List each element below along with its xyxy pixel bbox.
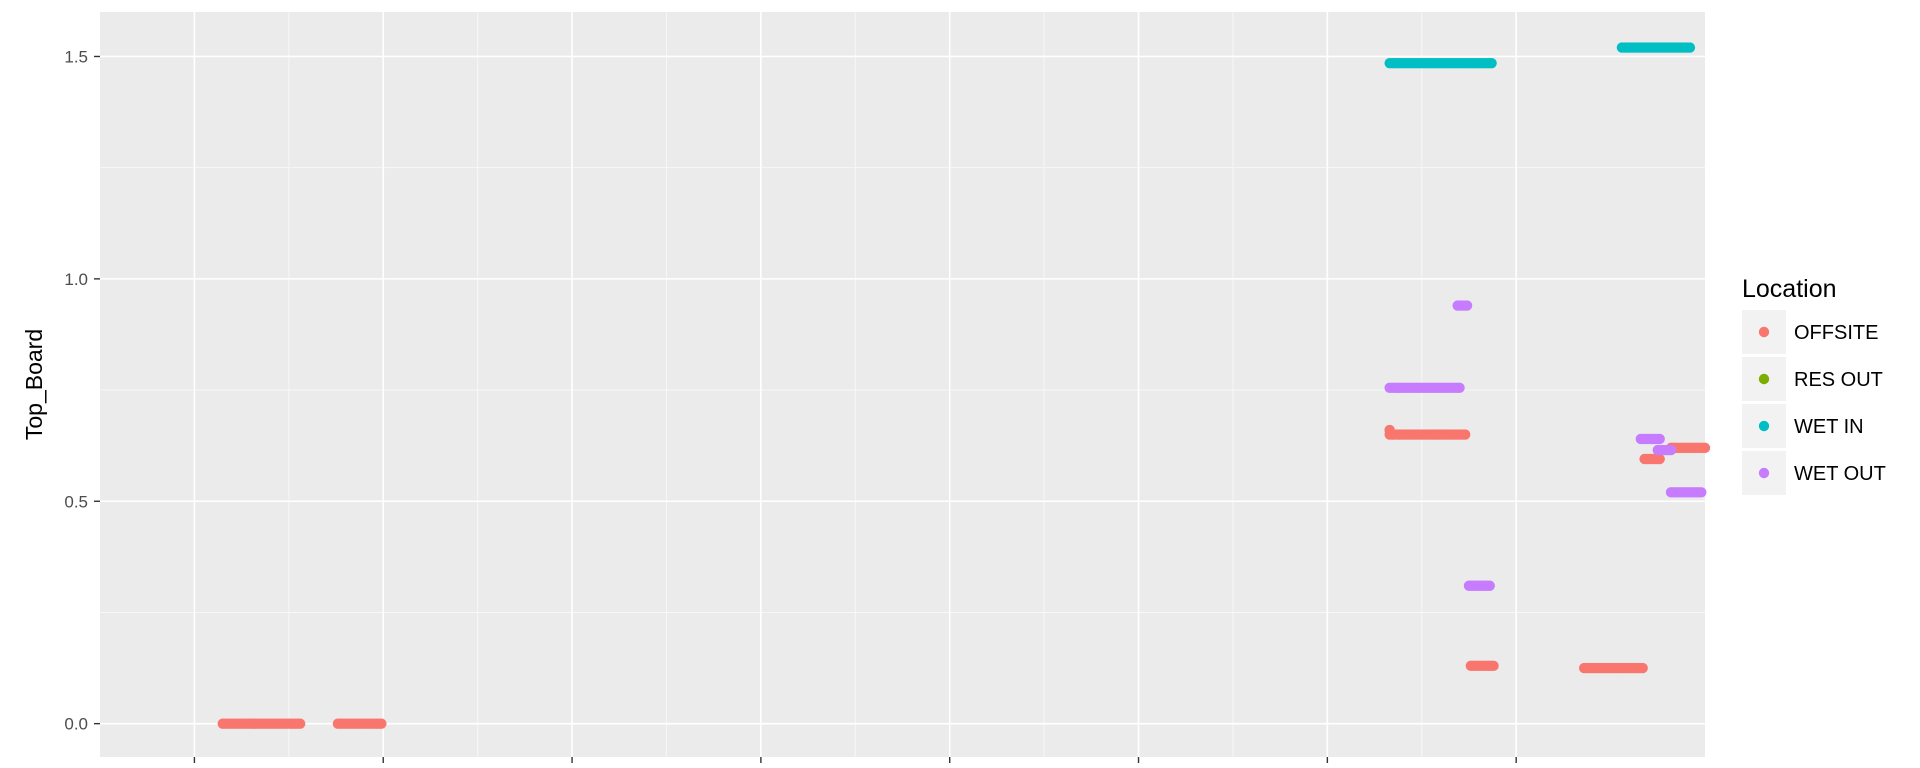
legend-swatch [1758,467,1770,479]
data-point [1454,382,1465,394]
data-point [294,718,306,729]
data-point [1684,42,1696,53]
y-tick-label: 0.0 [64,715,88,734]
legend-swatch [1758,373,1770,385]
grid-minor [100,12,1705,757]
series-wet-out [1384,300,1707,591]
data-point [376,718,387,729]
data-point [1696,487,1707,498]
data-point [1384,424,1395,436]
series-wet-in [1384,42,1696,69]
series-offsite [217,424,1711,729]
legend-title: Location [1742,275,1837,303]
y-tick-label: 1.5 [64,47,88,66]
data-points [217,42,1711,729]
plot-panel [100,12,1705,757]
legend-swatch [1758,326,1770,338]
legend-label: WET OUT [1794,463,1886,485]
data-point [1654,433,1665,445]
data-point [1488,660,1499,672]
legend-swatch [1758,420,1770,432]
data-point [1486,57,1497,69]
data-point [1484,580,1495,591]
legend-label: RES OUT [1794,369,1883,391]
data-point [1637,662,1648,674]
data-point [1461,300,1473,311]
data-point [1654,453,1665,465]
y-axis-title: Top_Board [21,329,47,440]
y-axis: 0.0 0.5 1.0 1.5 [64,47,100,734]
legend: Location OFFSITE RES OUT WET IN WET OUT [1742,275,1886,495]
data-point [1699,442,1711,454]
data-point [1665,444,1677,456]
y-tick-label: 1.0 [64,270,88,289]
legend-label: OFFSITE [1794,322,1878,344]
x-axis [193,757,1517,763]
legend-label: WET IN [1794,416,1864,438]
y-tick-label: 0.5 [64,492,88,511]
data-point [1459,429,1471,440]
